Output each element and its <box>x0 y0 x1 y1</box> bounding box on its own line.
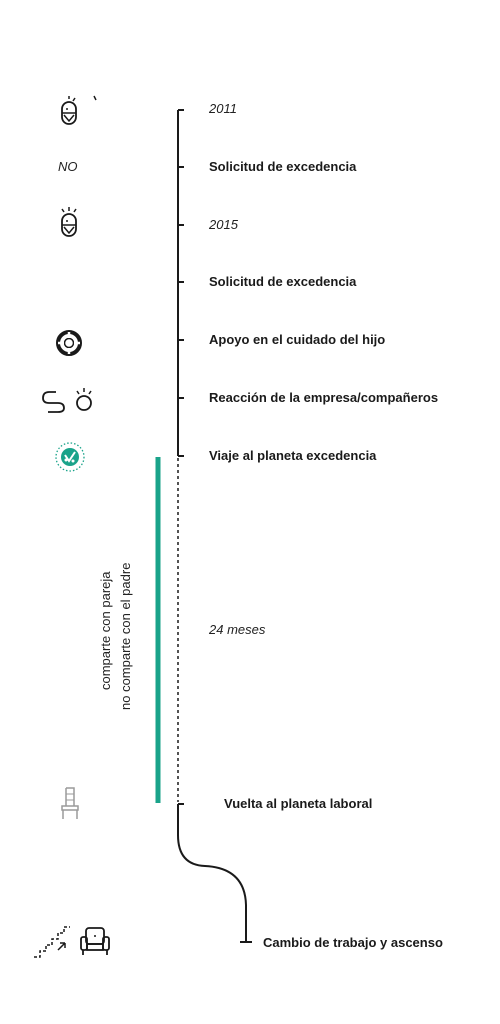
event-label-cambio: Cambio de trabajo y ascenso <box>263 935 443 950</box>
no-label: NO <box>58 159 78 174</box>
event-label-2015: 2015 <box>209 217 238 232</box>
event-label-viaje: Viaje al planeta excedencia <box>209 448 377 463</box>
share-partner-label: comparte con pareja <box>98 571 113 690</box>
chair-icon <box>61 787 79 819</box>
event-label-duration: 24 meses <box>209 622 266 637</box>
event-label-2011: 2011 <box>209 101 237 116</box>
event-label-vuelta: Vuelta al planeta laboral <box>224 796 373 811</box>
stairs-icon <box>34 926 70 958</box>
event-label-solicitud-2: Solicitud de excedencia <box>209 274 357 289</box>
event-label-apoyo: Apoyo en el cuidado del hijo <box>209 332 386 347</box>
baby-icon <box>61 207 77 237</box>
reaction-icon <box>42 388 92 413</box>
baby-icon <box>61 95 97 125</box>
lifebuoy-icon <box>56 330 82 356</box>
event-label-solicitud-1: Solicitud de excedencia <box>209 159 357 174</box>
armchair-icon <box>80 927 110 955</box>
event-label-reaccion: Reacción de la empresa/compañeros <box>209 390 439 405</box>
planet-excedencia-icon <box>55 442 85 472</box>
not-share-father-label: no comparte con el padre <box>118 562 133 710</box>
timeline-curve <box>177 804 247 942</box>
